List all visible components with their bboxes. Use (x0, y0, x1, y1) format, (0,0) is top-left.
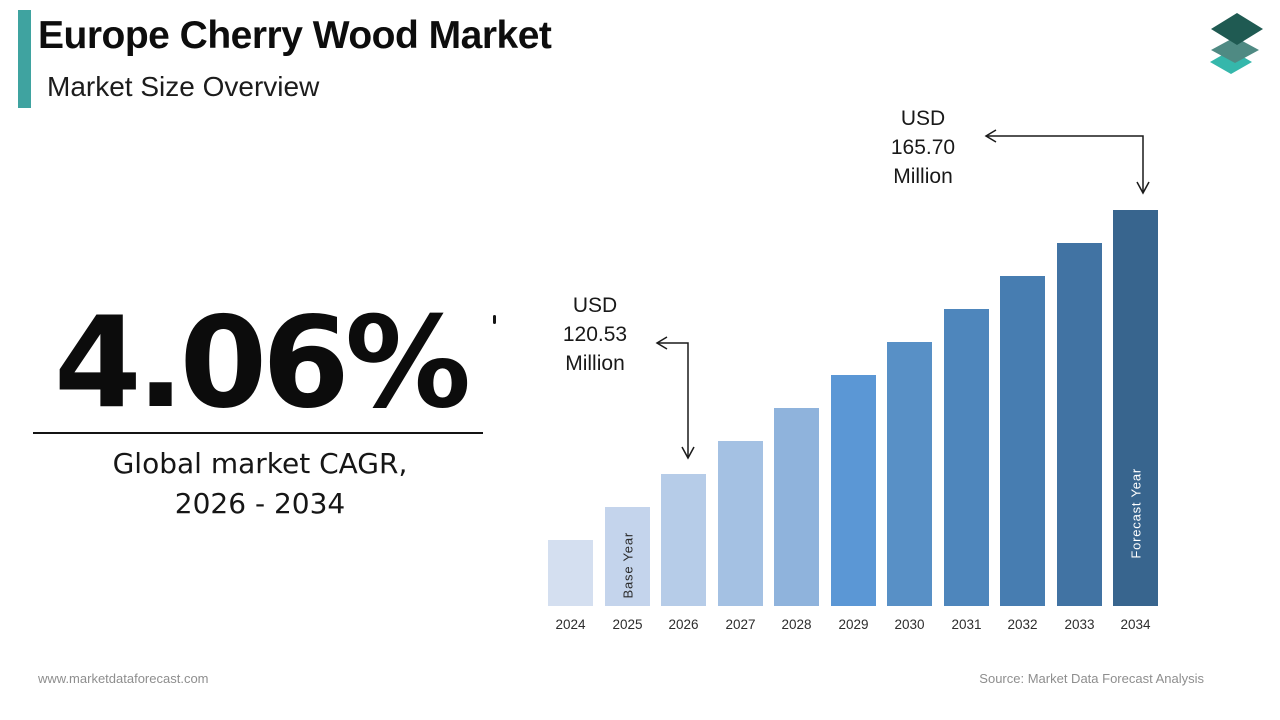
bar-chart: 2024 Base Year 2025 2026 2027 2028 2029 2030 203… (548, 180, 1164, 632)
stacked-layers-logo-icon (1210, 13, 1263, 74)
annotation-2026-value: USD 120.53 Million (500, 291, 690, 378)
x-tick-2033: 2033 (1064, 617, 1095, 632)
footer-source: Source: Market Data Forecast Analysis (979, 671, 1204, 686)
bar-2033 (1057, 243, 1102, 606)
annotation-line: USD (900, 107, 946, 130)
bar-2026 (661, 474, 706, 606)
stat-divider (33, 432, 483, 434)
bar-2027 (718, 441, 763, 606)
annotation-line: USD (572, 294, 618, 317)
bar-2025: Base Year (605, 507, 650, 606)
cagr-caption-line1: Global market CAGR, (112, 447, 408, 480)
bar-2034: Forecast Year (1113, 210, 1158, 606)
cagr-value: 4.06% (53, 289, 471, 436)
x-tick-2032: 2032 (1007, 617, 1038, 632)
page-title: Europe Cherry Wood Market (38, 14, 552, 57)
annotation-line: 120.53 (562, 323, 628, 346)
title-accent-bar (18, 10, 31, 108)
bar-2028 (774, 408, 819, 606)
bar-2031 (944, 309, 989, 606)
in-bar-label-2034: Forecast Year (1128, 468, 1143, 559)
in-bar-label-2025: Base Year (620, 531, 635, 598)
annotation-line: Million (893, 165, 953, 188)
bar-2024 (548, 540, 593, 606)
x-tick-2026: 2026 (668, 617, 699, 632)
x-tick-2030: 2030 (894, 617, 925, 632)
cagr-caption: Global market CAGR, 2026 - 2034 (20, 444, 500, 524)
x-tick-2024: 2024 (555, 617, 586, 632)
annotation-2034-value: USD 165.70 Million (828, 104, 1018, 191)
x-tick-2031: 2031 (951, 617, 982, 632)
bar-2030 (887, 342, 932, 606)
x-tick-2028: 2028 (781, 617, 812, 632)
x-tick-2025: 2025 (612, 617, 643, 632)
x-tick-2029: 2029 (838, 617, 869, 632)
bar-2032 (1000, 276, 1045, 606)
annotation-line: 165.70 (890, 136, 956, 159)
bar-2029 (831, 375, 876, 606)
footer-website: www.marketdataforecast.com (38, 671, 209, 686)
cagr-caption-line2: 2026 - 2034 (174, 487, 346, 520)
annotation-line: Million (565, 352, 625, 375)
x-tick-2034: 2034 (1120, 617, 1151, 632)
page-subtitle: Market Size Overview (47, 71, 320, 102)
x-tick-2027: 2027 (725, 617, 756, 632)
